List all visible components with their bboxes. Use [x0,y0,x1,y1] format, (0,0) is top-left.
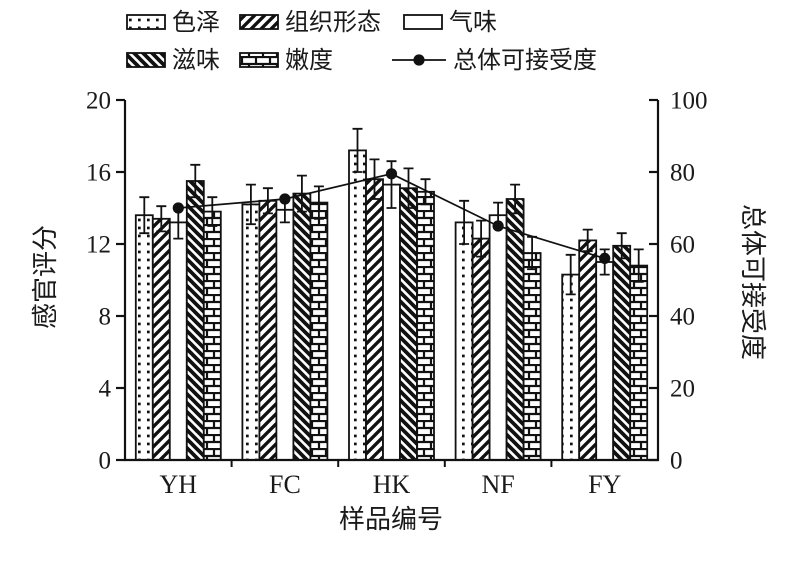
error-bar [420,178,431,206]
right-tick-label: 0 [670,448,683,475]
legend-swatch-滋味 [126,52,166,68]
right-tick-label: 20 [670,376,695,403]
bar-嫩度-NF [522,252,542,461]
bar-气味-FY [595,261,615,461]
bar-气味-HK [382,183,401,461]
legend-swatch-嫩度 [239,52,279,68]
bar-组织形态-FC [258,199,278,461]
left-axis-title: 感官评分 [31,225,60,329]
bar-色泽-FY [561,273,581,461]
bar-滋味-YH [185,180,205,461]
bar-色泽-YH [134,214,154,461]
error-bar [369,158,380,200]
line-marker-NF [492,220,504,232]
error-bar [459,199,470,245]
bar-组织形态-FY [578,239,598,461]
error-bar [156,205,167,233]
line-marker-YH [172,202,184,214]
right-tick-label: 100 [670,88,708,115]
error-bar [476,219,487,258]
line-marker-FY [599,252,611,264]
error-bar [633,248,644,283]
right-tick-label: 80 [670,160,695,187]
category-label-YH: YH [160,470,198,499]
bar-组织形态-NF [471,237,491,461]
left-tick-label: 0 [99,448,112,475]
error-bar [245,183,256,226]
right-axis-title: 总体可接受度 [738,204,767,360]
right-tick-label: 60 [670,232,695,259]
bar-滋味-FY [612,244,632,461]
bar-嫩度-FC [309,201,329,461]
axis-frame [123,100,660,462]
error-bar [352,127,363,173]
error-bar [582,228,593,253]
bar-嫩度-YH [202,210,222,461]
legend-swatch-组织形态 [239,14,279,30]
legend-label-色泽: 色泽 [172,9,220,36]
category-label-FC: FC [269,470,301,499]
bar-组织形态-YH [151,217,171,461]
bar-气味-NF [488,214,508,461]
bar-气味-FC [275,208,295,461]
error-bar [403,167,414,209]
legend-swatch-气味 [403,14,443,30]
error-bar [510,183,521,215]
axes-layer: 0 4 8 12 16 20 0 20 40 60 80 100 YH FC HK NF FY [86,88,708,500]
error-bars-layer [139,127,644,296]
line-marker-HK [385,168,398,180]
error-bar [616,232,627,260]
category-label-HK: HK [373,470,411,499]
legend-label-组织形态: 组织形态 [285,9,381,36]
bar-色泽-NF [454,221,474,461]
left-tick-label: 12 [86,232,111,259]
legend-label-气味: 气味 [449,9,497,36]
bar-气味-YH [168,221,188,461]
bar-滋味-FC [292,192,312,461]
bar-色泽-FC [241,203,261,461]
category-label-FY: FY [588,470,621,499]
left-tick-label: 8 [99,304,112,331]
legend-line-marker [413,54,425,66]
legend-label-嫩度: 嫩度 [285,47,333,74]
legend-label-滋味: 滋味 [172,47,220,74]
right-tick-label: 40 [670,304,695,331]
bar-色泽-HK [348,149,367,461]
x-axis-title: 样品编号 [339,505,443,534]
error-bar [190,163,201,199]
bar-嫩度-FY [629,264,649,461]
error-bar [207,196,218,227]
error-bar [139,196,150,235]
line-marker-FC [279,193,291,205]
error-bar [565,253,576,296]
left-tick-label: 4 [99,376,112,403]
legend-swatch-色泽 [126,14,166,30]
error-bar [296,174,307,213]
category-label-NF: NF [481,470,514,499]
bar-嫩度-HK [416,190,435,461]
left-tick-label: 20 [86,88,111,115]
bar-滋味-HK [399,187,418,461]
bar-滋味-NF [505,198,525,461]
left-tick-label: 16 [86,160,111,187]
bar-组织形态-HK [365,178,384,461]
acceptability-line-layer [172,168,611,264]
legend-label-总体可接受度: 总体可接受度 [453,47,597,74]
